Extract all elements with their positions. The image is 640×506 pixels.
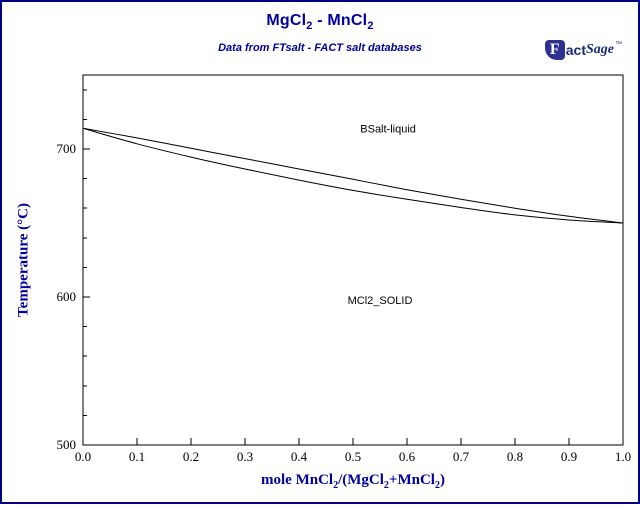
factsage-logo-sage: Sage xyxy=(586,42,614,57)
x-tick-label: 0.0 xyxy=(75,449,91,464)
x-tick-label: 0.7 xyxy=(453,449,470,464)
x-tick-label: 0.3 xyxy=(237,449,253,464)
chart-subtitle: Data from FTsalt - FACT salt databases xyxy=(218,42,422,54)
x-tick-label: 0.8 xyxy=(507,449,523,464)
xlabel-part: mole MnCl xyxy=(261,472,334,488)
region-label: BSalt-liquid xyxy=(360,123,416,135)
factsage-logo-mark: F xyxy=(544,40,565,60)
x-tick-label: 0.6 xyxy=(399,449,416,464)
title-subscript: 2 xyxy=(306,20,313,33)
x-tick-label: 0.9 xyxy=(561,449,577,464)
phase-boundary-curve xyxy=(82,127,624,224)
title-subscript: 2 xyxy=(367,20,374,33)
chart-title: MgCl2 - MnCl2 xyxy=(2,12,638,32)
x-tick-label: 0.5 xyxy=(345,449,361,464)
region-label: MCl2_SOLID xyxy=(348,295,413,307)
y-axis-label: Temperature (°C) xyxy=(15,203,32,317)
xlabel-part: /(MgCl xyxy=(338,472,384,488)
xlabel-subscript: 2 xyxy=(333,480,339,491)
x-tick-label: 0.1 xyxy=(129,449,145,464)
plot-frame xyxy=(82,74,624,446)
x-tick-label: 1.0 xyxy=(615,449,631,464)
xlabel-subscript: 2 xyxy=(434,480,440,491)
y-tick-label: 500 xyxy=(57,437,77,452)
title-part: MgCl xyxy=(266,12,307,29)
y-tick-label: 700 xyxy=(57,141,77,156)
title-part: - MnCl xyxy=(312,12,368,29)
factsage-logo-act: act xyxy=(565,42,586,58)
x-tick-label: 0.4 xyxy=(291,449,308,464)
phase-boundary-curve xyxy=(82,127,624,224)
trademark-symbol: ™ xyxy=(615,41,622,48)
y-tick-label: 600 xyxy=(57,289,77,304)
xlabel-part: ) xyxy=(439,472,445,488)
x-axis-label: mole MnCl2/(MgCl2+MnCl2) xyxy=(83,472,623,491)
x-tick-label: 0.2 xyxy=(183,449,199,464)
xlabel-part: +MnCl xyxy=(388,472,435,488)
xlabel-subscript: 2 xyxy=(383,480,389,491)
